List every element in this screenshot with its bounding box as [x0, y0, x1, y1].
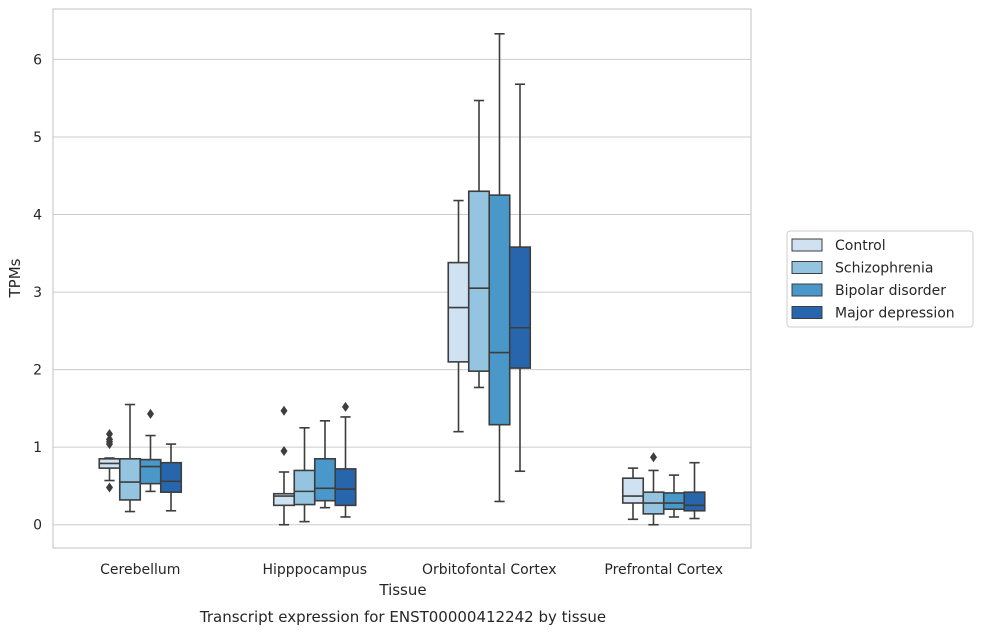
- outlier-point: [342, 401, 349, 412]
- x-axis-ticks: Cerebellum Hipppocampus Orbitofontal Corte…: [100, 562, 723, 578]
- box: [447, 261, 470, 363]
- legend-swatch: [791, 306, 823, 319]
- x-tick-label: Orbitofontal Cortex: [422, 562, 557, 578]
- box: [488, 194, 511, 426]
- y-tick-label: 5: [33, 130, 42, 146]
- outlier-point: [280, 405, 288, 416]
- outlier-point: [106, 428, 113, 439]
- legend-label: Control: [835, 238, 886, 254]
- box: [118, 458, 142, 501]
- legend-swatch: [791, 261, 823, 274]
- plot-frame: [52, 8, 752, 549]
- y-tick-label: 0: [33, 518, 42, 534]
- y-tick-label: 4: [33, 208, 42, 224]
- legend-swatch: [791, 283, 823, 297]
- legend-label: Schizophrenia: [835, 261, 933, 277]
- chart-title: Transcript expression for ENST0000041224…: [199, 608, 606, 626]
- x-tick-label: Cerebellum: [100, 562, 180, 578]
- outlier-point: [106, 434, 113, 445]
- y-tick-label: 3: [33, 285, 42, 301]
- outlier-point: [147, 408, 154, 419]
- y-tick-label: 1: [33, 440, 42, 456]
- outlier-point: [280, 446, 288, 457]
- legend: Control Schizophrenia Bipolar disorder Majo…: [786, 230, 974, 328]
- x-tick-label: Hipppocampus: [262, 562, 367, 578]
- y-tick-label: 6: [33, 52, 42, 68]
- box-series: [98, 33, 706, 526]
- box: [662, 492, 686, 511]
- gridlines: [53, 58, 751, 526]
- box: [621, 477, 645, 504]
- legend-swatch: [791, 238, 823, 252]
- outlier-point: [650, 452, 657, 463]
- x-tick-label: Prefrontal Cortex: [604, 562, 723, 578]
- box: [508, 246, 532, 369]
- y-tick-label: 2: [33, 363, 42, 379]
- box: [313, 458, 337, 502]
- box: [683, 491, 706, 512]
- box: [139, 458, 162, 485]
- outlier-point: [106, 482, 113, 493]
- y-axis-ticks: 0 1 2 3 4 5 6: [33, 52, 42, 533]
- x-axis-label: Tissue: [378, 581, 426, 599]
- box: [159, 461, 183, 493]
- legend-label: Major depression: [835, 306, 955, 322]
- box: [293, 469, 316, 506]
- legend-label: Bipolar disorder: [835, 283, 946, 299]
- y-axis-label: TPMs: [6, 258, 24, 298]
- box: [467, 190, 491, 372]
- legend-frame: [786, 230, 974, 328]
- box: [334, 468, 357, 507]
